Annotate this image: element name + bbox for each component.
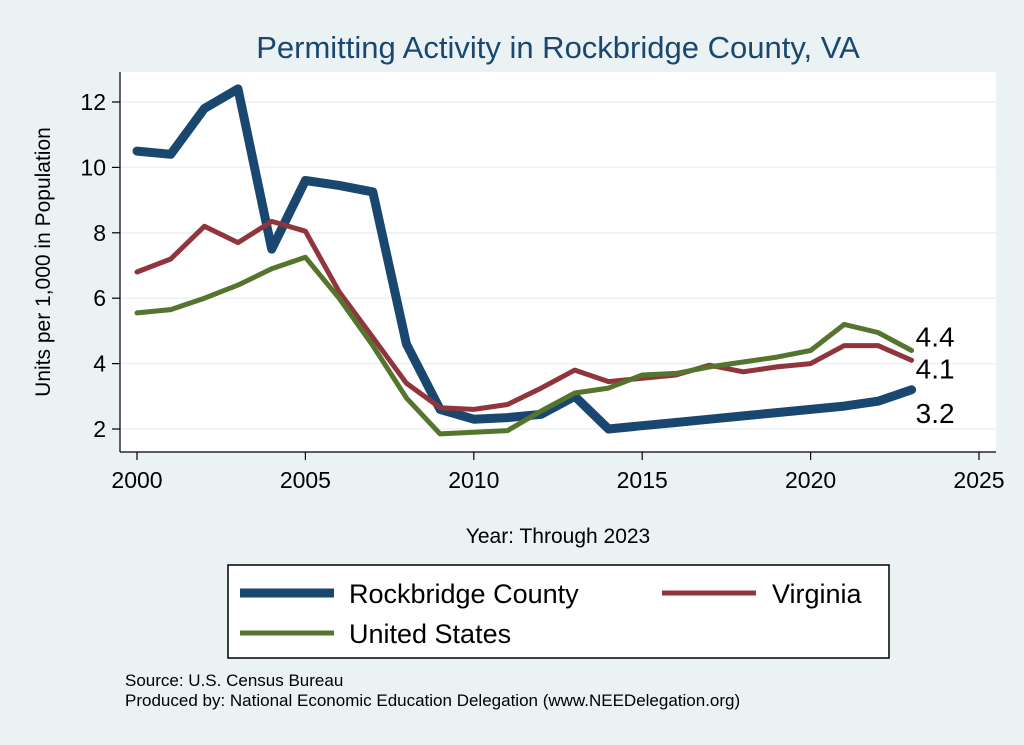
plot-area [120,72,996,452]
y-tick-label: 12 [80,89,106,115]
legend: Rockbridge County Virginia United States [227,564,890,659]
y-tick-label: 4 [93,351,106,377]
end-label-us: 4.4 [916,322,955,353]
x-tick-label: 2000 [111,467,162,493]
y-axis-title: Units per 1,000 in Population [32,127,55,397]
chart-title: Permitting Activity in Rockbridge County… [256,30,860,65]
x-axis-title: Year: Through 2023 [466,525,651,548]
x-tick-label: 2015 [617,467,668,493]
series-lines [132,84,917,437]
legend-label-rockbridge: Rockbridge County [349,579,579,609]
end-label-virginia: 4.1 [916,353,955,384]
x-tick-label: 2005 [280,467,331,493]
legend-box [227,564,890,659]
y-tick-label: 2 [93,416,106,442]
legend-label-virginia: Virginia [772,579,863,609]
y-tick-label: 8 [93,220,106,246]
x-tick-label: 2025 [953,467,1004,493]
producer-note: Produced by: National Economic Education… [125,691,741,710]
x-tick-label: 2010 [448,467,499,493]
x-tick-label: 2020 [785,467,836,493]
series-line-us [134,254,915,437]
series-line-virginia [134,218,915,412]
footer: Source: U.S. Census Bureau Produced by: … [125,671,740,711]
ticks: 2 4 6 8 10 12 2000 2005 2010 2015 2020 2025 [80,89,1004,493]
y-tick-label: 10 [80,154,106,180]
end-label-rockbridge: 3.2 [916,398,955,429]
y-tick-label: 6 [93,285,106,311]
source-note: Source: U.S. Census Bureau [125,671,344,690]
legend-label-us: United States [349,619,511,649]
end-labels: 3.2 4.14.4 [916,322,955,429]
